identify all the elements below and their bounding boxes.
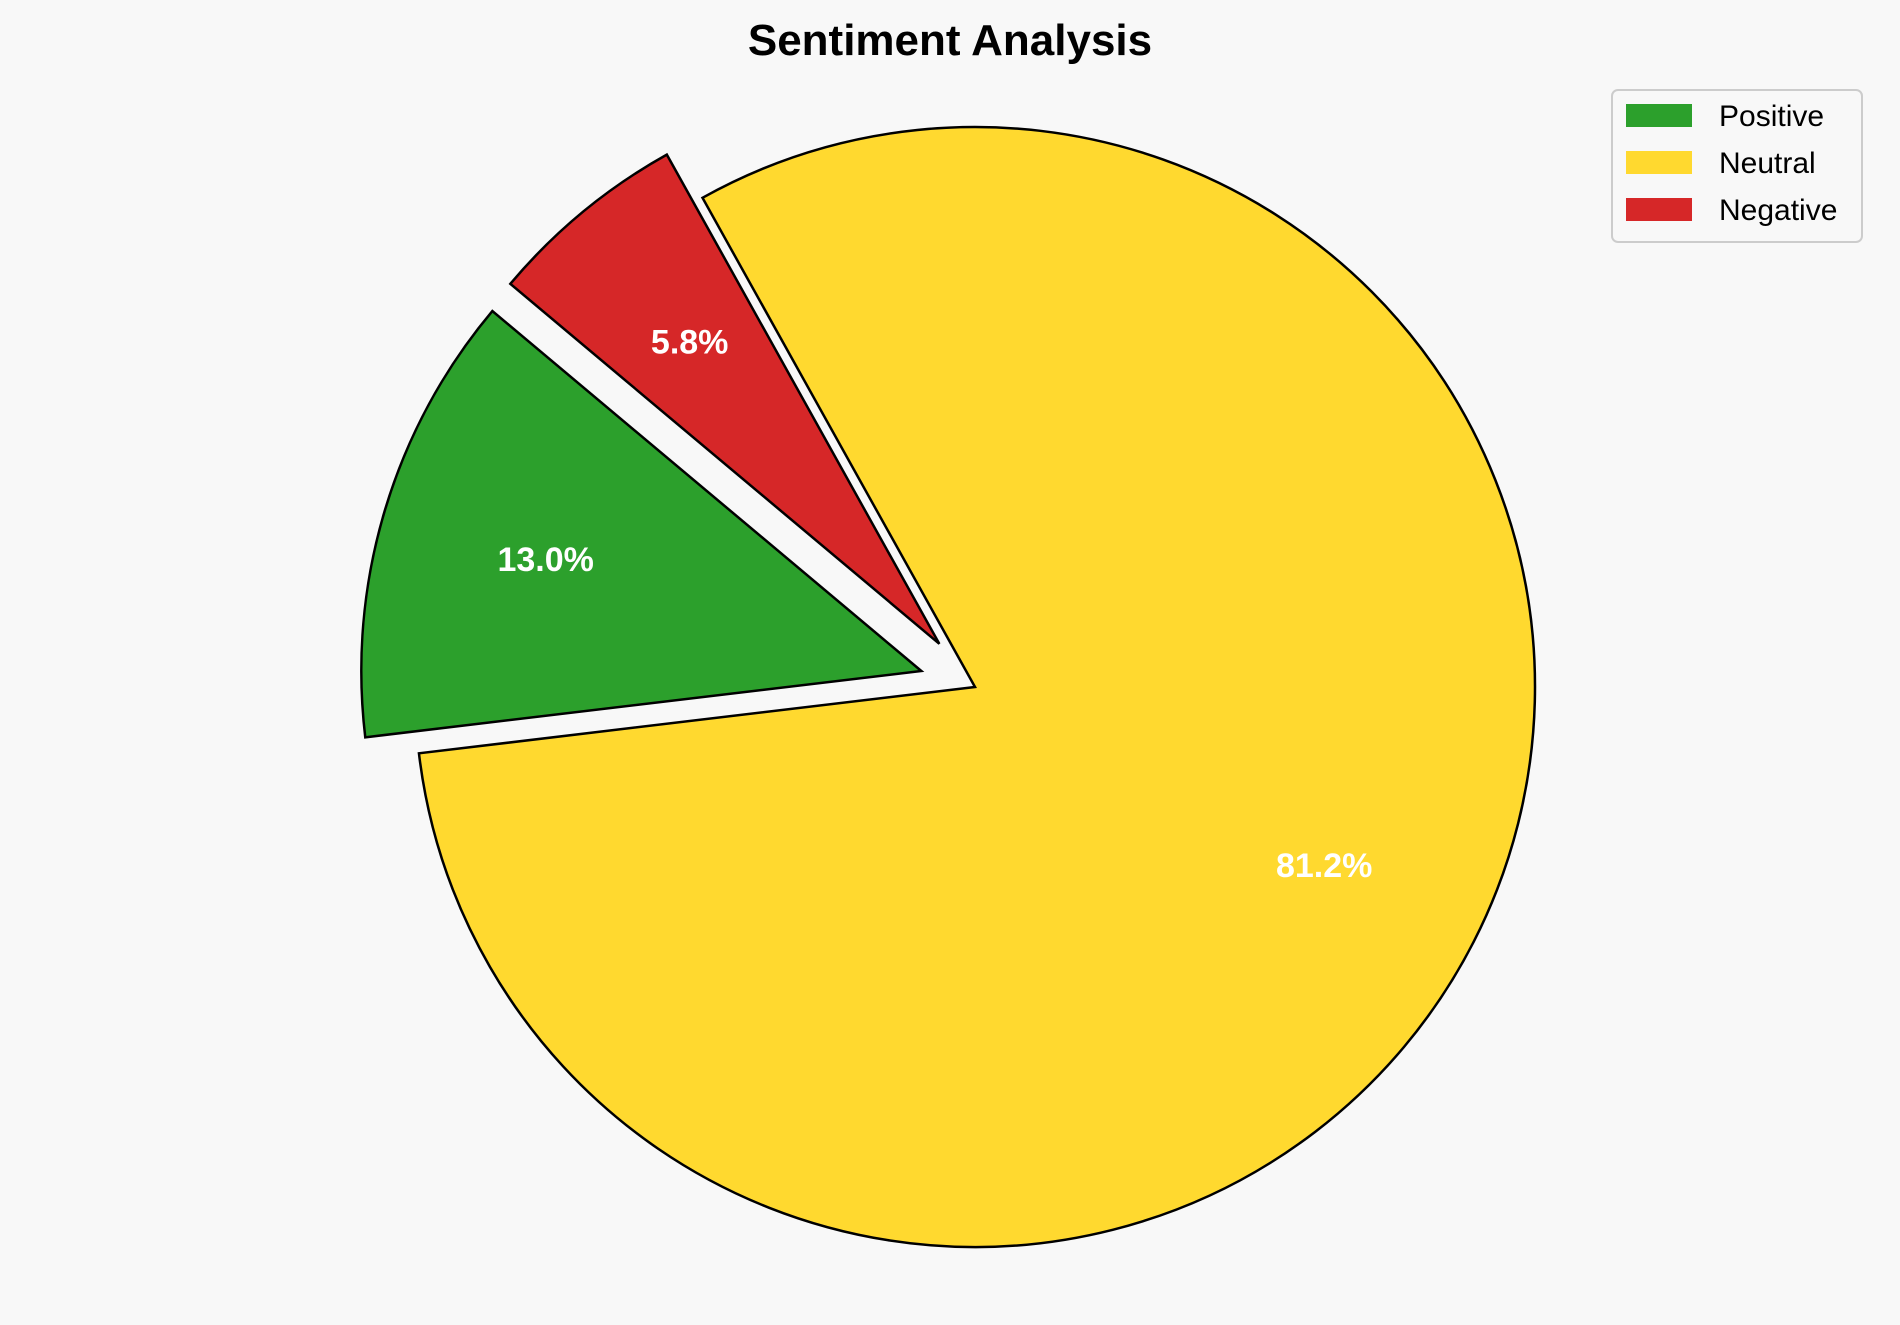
legend-label-negative: Negative xyxy=(1719,194,1837,227)
legend-label-neutral: Neutral xyxy=(1719,147,1816,180)
pie-slice-positive xyxy=(360,309,925,739)
slice-label-neutral: 81.2% xyxy=(1276,847,1372,885)
pie-slice-neutral xyxy=(417,125,1537,1249)
slice-label-negative: 5.8% xyxy=(651,324,729,362)
legend: Positive Neutral Negative xyxy=(1611,89,1863,243)
legend-swatch-positive xyxy=(1626,104,1692,127)
chart-title: Sentiment Analysis xyxy=(748,16,1152,65)
pie-slice-negative xyxy=(508,152,941,645)
legend-swatch-negative xyxy=(1626,198,1692,221)
legend-label-positive: Positive xyxy=(1719,100,1824,133)
slice-label-positive: 13.0% xyxy=(497,541,593,579)
legend-swatch-neutral xyxy=(1626,151,1692,174)
